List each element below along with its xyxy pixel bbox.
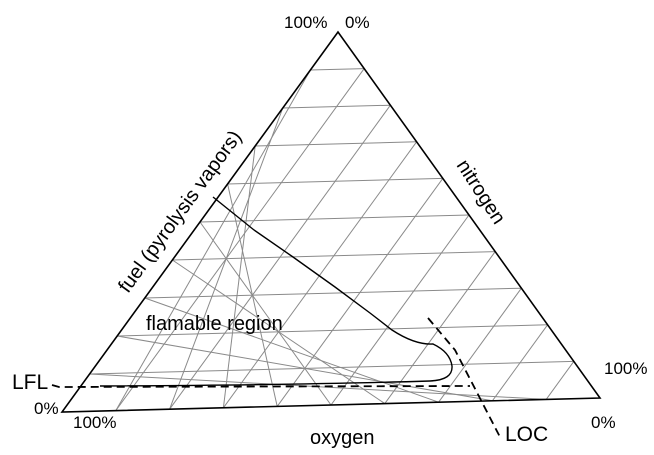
flamable-region-label: flamable region [146,313,283,335]
grid-line-horizontal [282,104,391,109]
grid-line-left-parallel [438,287,522,403]
left-base-label-0: 0% [34,399,59,418]
triangle-outline [60,30,602,413]
loc-dashed-line [427,317,501,438]
bottom-left-label-100: 100% [73,413,116,432]
apex-label-100: 100% [284,13,327,32]
grid-line-right-parallel [144,297,439,403]
fuel-axis-label: fuel (pyrolysis vapors) [114,127,246,297]
right-base-label-0: 0% [591,413,616,432]
right-base-label-100: 100% [604,359,647,378]
grid-line-left-parallel [545,361,575,400]
grid-line-horizontal [144,287,522,299]
grid-line-horizontal [255,141,417,147]
loc-label: LOC [505,423,548,446]
grid-line-horizontal [172,251,496,261]
grid-line-right-parallel [199,221,332,406]
grid-line-horizontal [227,177,443,185]
oxygen-axis-label: oxygen [310,427,375,449]
grid-line-left-parallel [330,214,470,406]
lfl-dashed-line [51,384,471,388]
grid-line-horizontal [89,360,574,375]
flammable-region-boundary [99,196,453,387]
grid-line-horizontal [310,68,365,71]
grid-line-left-parallel [222,141,418,409]
grid-line-horizontal [199,214,470,223]
lfl-label: LFL [12,371,48,394]
nitrogen-axis-label: nitrogen [452,156,510,229]
grid-line-horizontal [117,324,548,337]
apex-label-0: 0% [345,13,370,32]
triangular-grid [89,68,575,411]
